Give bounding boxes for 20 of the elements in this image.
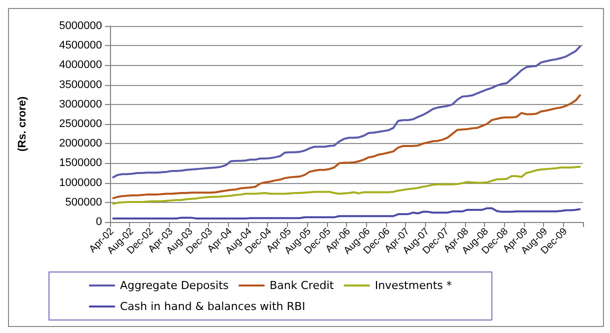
- y-tick-label: 1000000: [59, 176, 102, 189]
- y-tick-label: 4000000: [59, 59, 102, 72]
- y-tick-label: 0: [96, 216, 102, 228]
- legend-label: Investments *: [374, 279, 452, 292]
- line-series: [111, 166, 582, 205]
- legend-label: Aggregate Deposits: [120, 279, 229, 292]
- y-tick-label: 4500000: [59, 40, 102, 52]
- y-axis-title: (Rs. crore): [16, 96, 28, 152]
- y-tick-label: 1500000: [59, 157, 102, 170]
- y-tick-label: 2500000: [59, 118, 102, 130]
- line-series: [111, 44, 582, 179]
- legend-label: Bank Credit: [270, 279, 335, 292]
- y-tick-label: 500000: [65, 196, 102, 208]
- y-tick-label: 3500000: [59, 78, 102, 91]
- line-series: [111, 207, 582, 220]
- y-tick-label: 3000000: [59, 98, 102, 110]
- legend-label: Cash in hand & balances with RBI: [120, 300, 306, 313]
- line-series: [111, 94, 582, 200]
- y-tick-label: 2000000: [59, 138, 102, 150]
- y-tick-label: 5000000: [59, 20, 102, 32]
